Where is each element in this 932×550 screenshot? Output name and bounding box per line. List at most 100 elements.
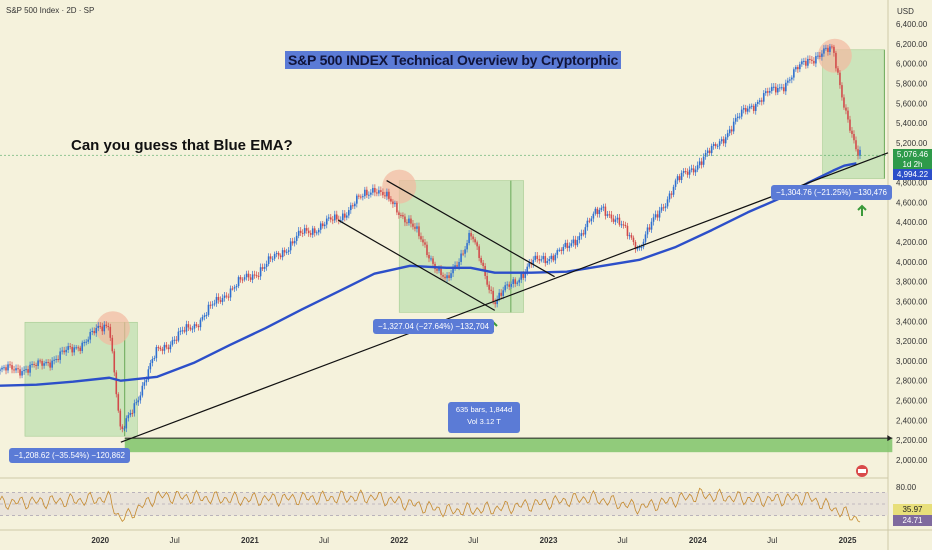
candle-body [650, 221, 653, 230]
x-tick-label: Jul [170, 536, 180, 545]
candle-body [267, 256, 270, 264]
candle-body [67, 346, 69, 350]
ema-line [0, 162, 857, 387]
y-tick-label: 2,400.00 [896, 416, 928, 425]
candle-body [855, 140, 857, 150]
candle-body [710, 146, 713, 154]
candle-body [789, 79, 791, 81]
candle-body [215, 296, 218, 304]
y-tick-label: 2,600.00 [896, 397, 928, 406]
rsi-tick-label: 80.00 [896, 483, 917, 492]
countdown-value: 1d 2h [902, 160, 923, 169]
candle-body [823, 48, 825, 54]
peak-highlight [817, 38, 852, 73]
candle-body [644, 234, 647, 242]
candle-body [153, 358, 156, 360]
candle-body [422, 239, 424, 243]
candle-body [101, 326, 104, 332]
candle-body [39, 360, 41, 362]
candle-body [121, 426, 124, 430]
price-axis-pane [888, 0, 932, 550]
candle-body [23, 369, 25, 372]
candle-body [770, 86, 773, 92]
candle-body [61, 350, 63, 352]
peak-highlight [382, 169, 417, 204]
y-tick-label: 6,200.00 [896, 40, 928, 49]
candle-body [464, 249, 466, 254]
candle-body [7, 364, 9, 371]
candle-body [145, 379, 148, 383]
candle-body [768, 91, 771, 93]
candle-body [404, 216, 406, 223]
candle-body [15, 368, 17, 371]
candle-body [1, 367, 3, 370]
candle-body [813, 60, 815, 64]
candle-body [624, 224, 627, 226]
candle-body [117, 394, 120, 411]
candle-body [700, 161, 703, 165]
candle-body [115, 372, 118, 395]
candle-body [833, 46, 835, 53]
candle-body [131, 412, 134, 414]
candle-body [702, 156, 705, 165]
candle-body [654, 214, 657, 218]
candle-body [616, 217, 619, 220]
candle-body [350, 205, 352, 211]
candle-body [634, 242, 637, 250]
candle-body [426, 244, 428, 255]
candle-body [783, 87, 785, 92]
candle-body [807, 58, 809, 66]
candles-group [0, 43, 861, 433]
candle-body [209, 304, 212, 306]
y-tick-label: 3,800.00 [896, 278, 928, 287]
candle-body [458, 261, 460, 267]
candle-body [668, 193, 671, 200]
candle-body [474, 239, 476, 243]
candle-body [297, 230, 300, 236]
candle-body [690, 168, 693, 170]
candle-body [392, 201, 394, 205]
candle-body [632, 237, 635, 243]
candle-body [151, 359, 154, 363]
candle-body [235, 286, 238, 288]
candle-body [49, 362, 51, 368]
candle-body [29, 364, 31, 373]
candle-body [317, 229, 320, 233]
candle-body [444, 276, 446, 279]
candle-body [277, 252, 280, 256]
currency-label[interactable]: USD [897, 7, 914, 16]
candle-body [175, 339, 178, 341]
symbol-label[interactable]: S&P 500 Index · 2D · SP [6, 6, 95, 15]
candle-body [13, 369, 15, 371]
candle-body [41, 360, 43, 366]
candle-body [758, 100, 761, 102]
candle-body [630, 235, 633, 238]
candle-body [845, 107, 847, 111]
candle-body [829, 46, 831, 52]
candle-body [344, 213, 346, 218]
candle-body [708, 150, 711, 154]
y-tick-label: 5,200.00 [896, 139, 928, 148]
ema-price-tag: 4,994.22 [893, 169, 932, 180]
candle-body [229, 288, 232, 298]
candle-body [33, 363, 35, 365]
candle-body [720, 139, 723, 142]
candle-body [514, 279, 516, 284]
candle-body [197, 325, 200, 328]
candle-body [341, 213, 344, 221]
candle-body [19, 369, 21, 376]
candle-body [103, 324, 106, 332]
candle-body [456, 265, 458, 267]
candle-body [692, 168, 695, 173]
candle-body [680, 172, 683, 181]
candle-body [111, 337, 114, 352]
candle-body [3, 367, 5, 369]
y-tick-label: 4,000.00 [896, 258, 928, 267]
range-measure-band [124, 438, 893, 453]
candle-body [159, 347, 162, 350]
candle-body [811, 59, 813, 61]
candle-body [139, 395, 142, 401]
trendline [120, 152, 889, 443]
candle-body [321, 223, 324, 227]
candle-body [354, 203, 356, 207]
